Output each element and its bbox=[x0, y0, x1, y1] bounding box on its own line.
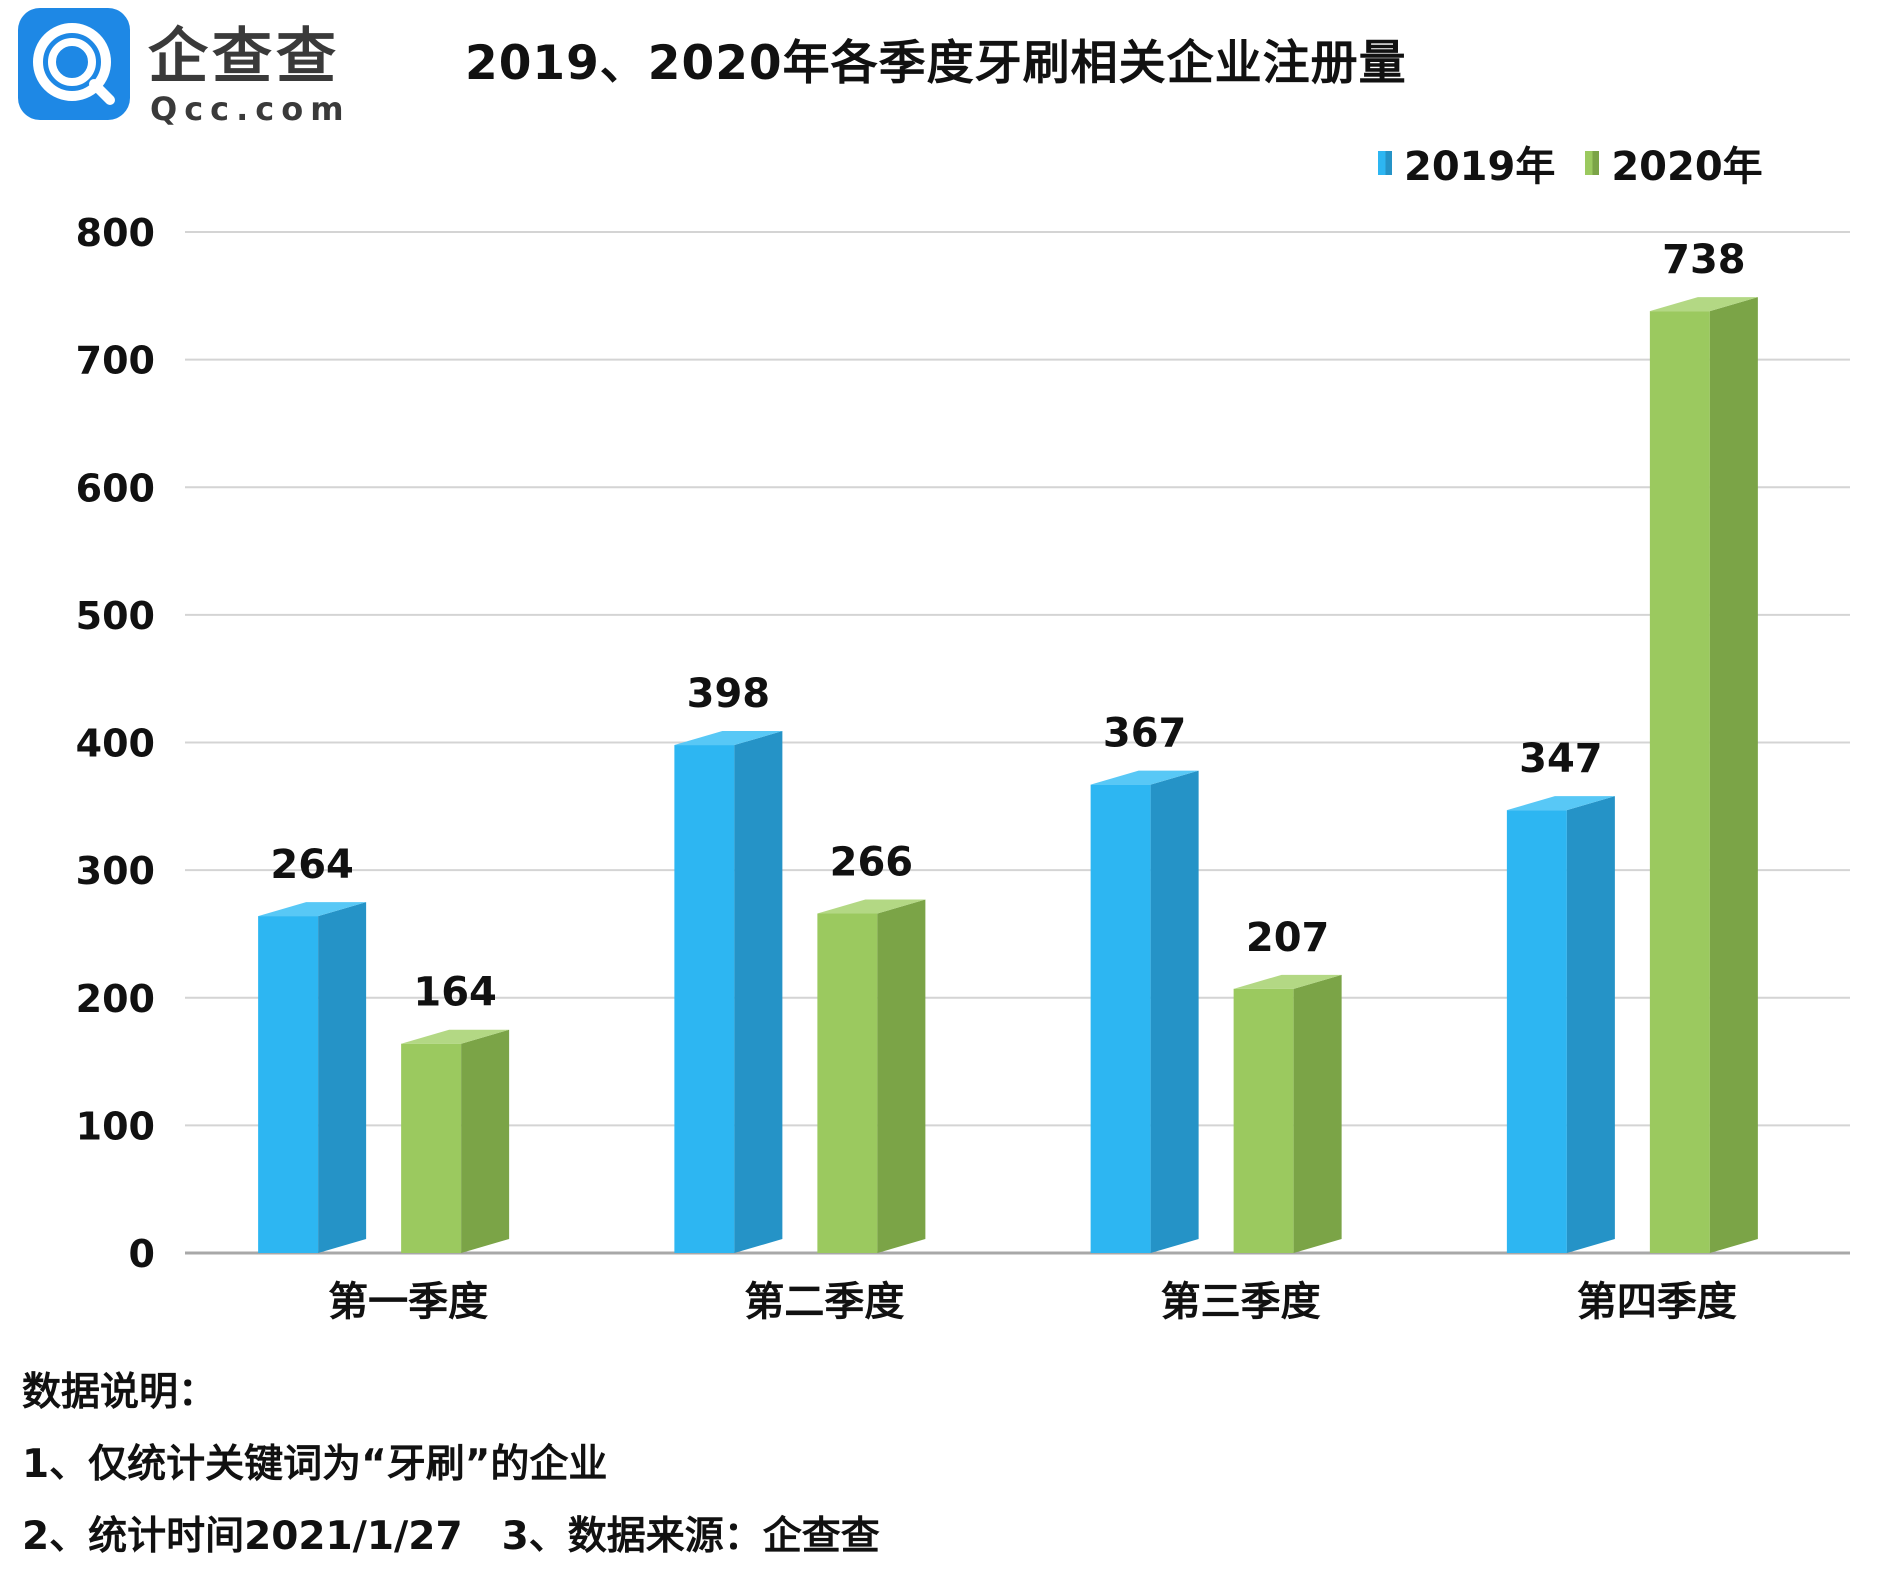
notes-heading: 数据说明： bbox=[22, 1370, 218, 1415]
bar-side-2020年-第二季度 bbox=[877, 899, 926, 1253]
logo-name: 企查查 bbox=[148, 22, 340, 92]
bar-side-2019年-第一季度 bbox=[318, 902, 367, 1253]
bar-top-2019年-第一季度 bbox=[258, 902, 367, 917]
bar-front-2019年-第一季度 bbox=[258, 916, 319, 1253]
bar-side-2020年-第一季度 bbox=[461, 1029, 510, 1253]
bar-top-2020年-第一季度 bbox=[401, 1029, 510, 1044]
legend-label-2020: 2020年 bbox=[1611, 144, 1763, 190]
bar-chart: 0 100 200 300 400 500 600 700 800 264 164 第一季度 398 26… bbox=[76, 211, 1850, 1325]
x-tick-label-第二季度: 第二季度 bbox=[744, 1279, 904, 1325]
bar-front-2020年-第四季度 bbox=[1649, 311, 1710, 1253]
y-tick-label-0: 0 bbox=[129, 1232, 155, 1276]
bar-top-2019年-第四季度 bbox=[1506, 796, 1615, 811]
legend-label-2019: 2019年 bbox=[1404, 144, 1556, 190]
y-tick-label-200: 200 bbox=[76, 977, 155, 1021]
chart-legend: 2019年 2020年 bbox=[1378, 140, 1793, 190]
y-tick-label-400: 400 bbox=[76, 722, 155, 766]
bar-front-2020年-第二季度 bbox=[817, 913, 878, 1253]
y-tick-label-800: 800 bbox=[76, 211, 155, 255]
data-notes: 数据说明： 1、仅统计关键词为“牙刷”的企业 2、统计时间2021/1/27 3… bbox=[22, 1357, 880, 1573]
y-tick-label-300: 300 bbox=[76, 849, 155, 893]
data-label-2020年-第一季度: 164 bbox=[413, 970, 497, 1016]
y-tick-label-700: 700 bbox=[76, 339, 155, 383]
legend-swatch-2020 bbox=[1585, 151, 1600, 175]
bar-front-2019年-第二季度 bbox=[674, 745, 735, 1253]
bar-top-2020年-第四季度 bbox=[1649, 297, 1758, 312]
bar-side-2019年-第三季度 bbox=[1150, 770, 1199, 1253]
bar-side-2019年-第二季度 bbox=[734, 731, 783, 1253]
chart-title: 2019、2020年各季度牙刷相关企业注册量 bbox=[465, 36, 1407, 91]
data-label-2019年-第三季度: 367 bbox=[1103, 711, 1187, 757]
data-label-2020年-第四季度: 738 bbox=[1662, 237, 1746, 283]
notes-line-1: 1、仅统计关键词为“牙刷”的企业 bbox=[22, 1442, 608, 1487]
y-tick-label-600: 600 bbox=[76, 466, 155, 510]
bar-front-2020年-第一季度 bbox=[401, 1043, 462, 1253]
bar-front-2019年-第四季度 bbox=[1506, 810, 1567, 1253]
data-label-2019年-第一季度: 264 bbox=[270, 842, 354, 888]
data-label-2020年-第三季度: 207 bbox=[1246, 915, 1330, 961]
data-label-2020年-第二季度: 266 bbox=[830, 840, 914, 886]
qcc-logo: 企查查 Qcc.com bbox=[18, 8, 351, 128]
bar-side-2019年-第四季度 bbox=[1566, 796, 1615, 1253]
legend-item-2019: 2019年 bbox=[1378, 134, 1555, 192]
legend-item-2020: 2020年 bbox=[1585, 134, 1763, 192]
notes-line-2: 2、统计时间2021/1/27 3、数据来源：企查查 bbox=[22, 1514, 880, 1559]
data-label-2019年-第四季度: 347 bbox=[1519, 736, 1603, 782]
bar-side-2020年-第三季度 bbox=[1293, 974, 1342, 1253]
bar-top-2019年-第三季度 bbox=[1090, 770, 1199, 785]
y-tick-label-500: 500 bbox=[76, 594, 155, 638]
bar-top-2020年-第三季度 bbox=[1233, 974, 1342, 989]
bar-front-2019年-第三季度 bbox=[1090, 784, 1151, 1253]
qcc-logo-icon bbox=[18, 8, 130, 120]
y-tick-label-100: 100 bbox=[76, 1104, 155, 1148]
bar-front-2020年-第三季度 bbox=[1233, 988, 1294, 1253]
logo-domain: Qcc.com bbox=[150, 90, 351, 128]
bar-side-2020年-第四季度 bbox=[1709, 297, 1758, 1253]
bar-top-2019年-第二季度 bbox=[674, 731, 783, 746]
x-tick-label-第一季度: 第一季度 bbox=[328, 1279, 488, 1325]
x-tick-label-第四季度: 第四季度 bbox=[1577, 1279, 1737, 1325]
x-tick-label-第三季度: 第三季度 bbox=[1161, 1279, 1321, 1325]
data-label-2019年-第二季度: 398 bbox=[687, 671, 771, 717]
bar-top-2020年-第二季度 bbox=[817, 899, 926, 914]
legend-swatch-2019 bbox=[1378, 151, 1392, 175]
